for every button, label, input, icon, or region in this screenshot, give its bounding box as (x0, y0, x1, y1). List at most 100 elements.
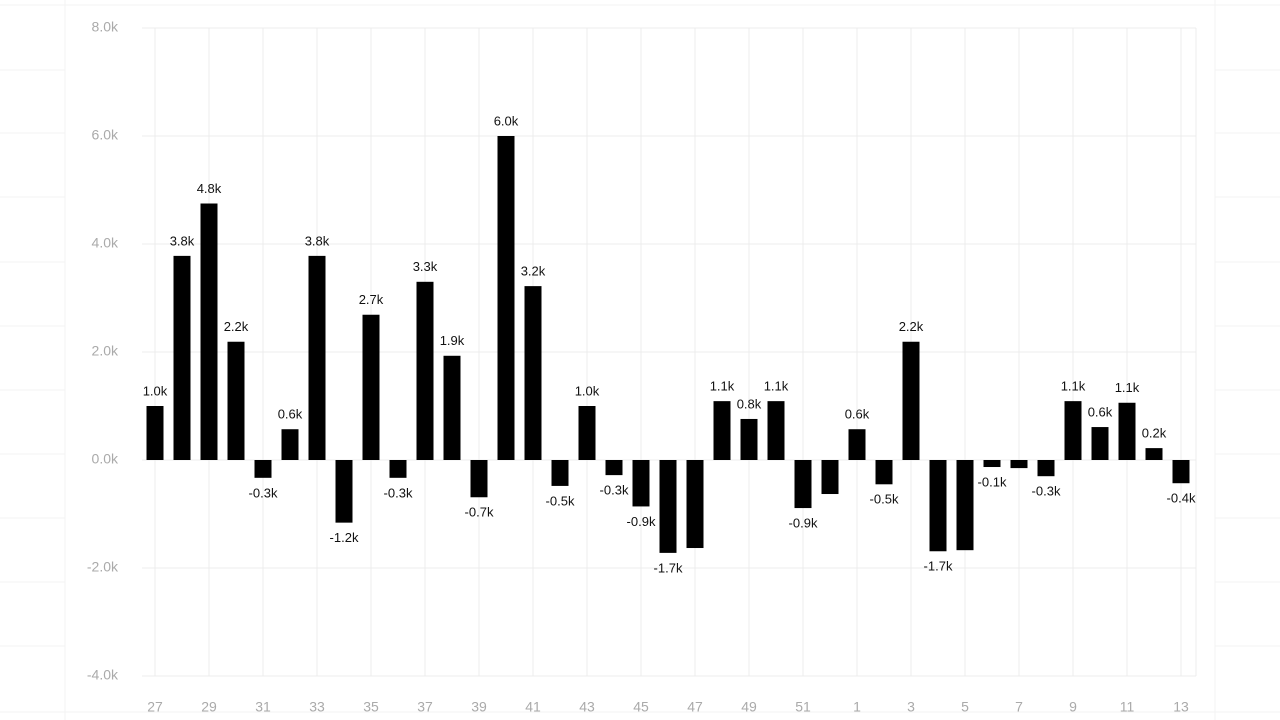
y-tick-label: -4.0k (87, 667, 119, 683)
bar (254, 460, 272, 478)
bar (362, 314, 380, 460)
value-label: 0.6k (278, 407, 303, 422)
value-label: 1.1k (764, 379, 789, 394)
x-tick-label: 5 (961, 699, 969, 715)
value-label: -0.3k (384, 485, 413, 500)
value-label: -0.7k (465, 505, 494, 520)
bar (308, 255, 326, 460)
x-tick-label: 43 (579, 699, 595, 715)
value-label: 0.6k (845, 407, 870, 422)
bar (713, 401, 731, 460)
bar (848, 429, 866, 460)
value-label: -0.9k (627, 514, 656, 529)
x-tick-label: 33 (309, 699, 325, 715)
value-label: 3.8k (170, 233, 195, 248)
bar (173, 255, 191, 460)
value-label: -0.3k (249, 485, 278, 500)
y-tick-label: 8.0k (92, 19, 119, 35)
value-label: 0.6k (1088, 404, 1113, 419)
x-tick-label: 37 (417, 699, 433, 715)
bar (1091, 427, 1109, 460)
x-tick-label: 13 (1173, 699, 1189, 715)
x-tick-label: 51 (795, 699, 811, 715)
value-label: -1.7k (924, 559, 953, 574)
value-label: 1.0k (143, 383, 168, 398)
bar (875, 460, 893, 485)
bar (821, 460, 839, 495)
bar (497, 136, 515, 460)
value-label: 3.8k (305, 233, 330, 248)
x-tick-label: 47 (687, 699, 703, 715)
x-tick-label: 45 (633, 699, 649, 715)
value-label: 2.2k (224, 319, 249, 334)
bar (902, 341, 920, 460)
value-label: -0.1k (978, 474, 1007, 489)
value-label: -1.2k (330, 530, 359, 545)
bar (956, 460, 974, 551)
bar (659, 460, 677, 553)
bar (632, 460, 650, 507)
value-label: -0.5k (546, 493, 575, 508)
value-label: 1.0k (575, 383, 600, 398)
value-label: 3.3k (413, 259, 438, 274)
bar (605, 460, 623, 476)
bar (551, 460, 569, 486)
y-tick-label: 4.0k (92, 235, 119, 251)
y-tick-label: 0.0k (92, 451, 119, 467)
value-label: 4.8k (197, 181, 222, 196)
value-label: 0.8k (737, 396, 762, 411)
value-label: 0.2k (1142, 426, 1167, 441)
x-tick-label: 39 (471, 699, 487, 715)
bar (335, 460, 353, 523)
bar (1145, 448, 1163, 460)
bar (416, 281, 434, 460)
x-tick-label: 35 (363, 699, 379, 715)
x-tick-label: 49 (741, 699, 757, 715)
y-tick-label: -2.0k (87, 559, 119, 575)
value-label: 1.9k (440, 333, 465, 348)
value-label: -0.5k (870, 492, 899, 507)
value-label: 1.1k (1115, 380, 1140, 395)
value-label: -1.7k (654, 560, 683, 575)
bar (1172, 460, 1190, 484)
x-tick-label: 3 (907, 699, 915, 715)
bar (1037, 460, 1055, 477)
bar (929, 460, 947, 552)
bar (443, 355, 461, 460)
bar (983, 460, 1001, 468)
bar (524, 286, 542, 460)
bar (1118, 402, 1136, 460)
value-label: 2.7k (359, 292, 384, 307)
value-label: 6.0k (494, 113, 519, 128)
bar (767, 401, 785, 460)
x-tick-label: 41 (525, 699, 541, 715)
value-label: 3.2k (521, 264, 546, 279)
x-tick-label: 7 (1015, 699, 1023, 715)
y-tick-label: 6.0k (92, 127, 119, 143)
bar (1064, 401, 1082, 460)
value-label: -0.3k (1032, 484, 1061, 499)
x-tick-label: 11 (1120, 699, 1135, 715)
bar (794, 460, 812, 509)
x-tick-label: 9 (1069, 699, 1077, 715)
value-label: 1.1k (710, 379, 735, 394)
value-label: -0.3k (600, 483, 629, 498)
value-label: -0.9k (789, 515, 818, 530)
x-tick-label: 1 (853, 699, 861, 715)
value-label: -0.4k (1167, 491, 1196, 506)
bar (146, 406, 164, 460)
bar (227, 341, 245, 460)
x-tick-label: 27 (147, 699, 163, 715)
x-tick-label: 31 (255, 699, 271, 715)
bar (281, 429, 299, 460)
bar (1010, 460, 1028, 469)
bar (686, 460, 704, 549)
bar (470, 460, 488, 498)
bar (200, 203, 218, 460)
bar (740, 418, 758, 460)
value-label: 1.1k (1061, 379, 1086, 394)
y-tick-label: 2.0k (92, 343, 119, 359)
